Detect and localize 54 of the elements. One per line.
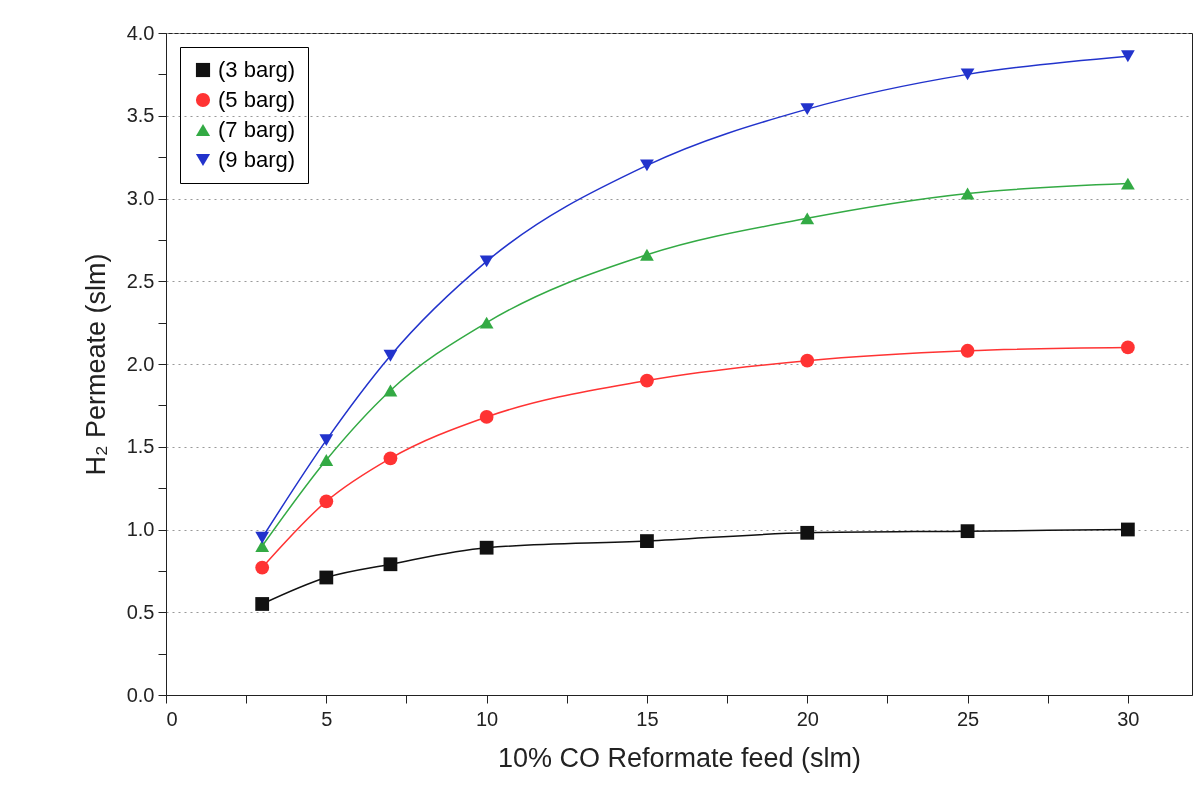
legend-label: (3 barg) xyxy=(218,57,296,82)
point xyxy=(640,159,654,172)
point xyxy=(319,434,334,447)
point xyxy=(255,560,270,575)
point xyxy=(255,597,270,611)
x-tick-label: 10 xyxy=(476,707,499,730)
y-tick-label: 0.0 xyxy=(126,683,155,706)
point xyxy=(640,373,654,388)
y-tick-label: 4.0 xyxy=(126,21,155,44)
point xyxy=(960,524,975,539)
x-tick-label: 0 xyxy=(166,707,178,730)
x-axis-title: 10% CO Reformate feed (slm) xyxy=(497,742,862,773)
x-tick-label: 15 xyxy=(636,707,659,730)
point xyxy=(1120,177,1135,190)
point xyxy=(479,255,494,268)
y-tick-label: 1.0 xyxy=(126,518,155,540)
x-tick-label: 20 xyxy=(796,707,819,730)
legend-label: (9 barg) xyxy=(218,147,296,172)
point xyxy=(319,454,334,466)
point xyxy=(800,212,815,225)
point xyxy=(1120,340,1135,355)
point xyxy=(800,525,815,540)
x-tick-label: 25 xyxy=(956,707,980,730)
point xyxy=(640,534,654,548)
point xyxy=(383,557,398,572)
y-tick-label: 2.5 xyxy=(126,269,155,292)
y-tick-label: 0.5 xyxy=(126,600,155,623)
point xyxy=(383,451,398,466)
point xyxy=(479,540,494,555)
point xyxy=(800,103,815,116)
point xyxy=(255,540,270,553)
point xyxy=(383,384,398,397)
x-tick-label: 30 xyxy=(1117,707,1140,730)
point xyxy=(383,349,398,362)
point xyxy=(960,68,975,81)
y-tick-label: 3.5 xyxy=(126,104,155,127)
legend-label: (7 barg) xyxy=(218,117,296,142)
y-axis-title: H₂ Permeate (slm) xyxy=(80,253,111,476)
point xyxy=(800,353,815,368)
point xyxy=(319,570,334,585)
y-tick-label: 2.0 xyxy=(126,352,155,375)
x-tick-label: 5 xyxy=(321,707,333,730)
point xyxy=(255,531,270,544)
y-tick-label: 1.5 xyxy=(126,435,155,458)
point xyxy=(1120,50,1135,63)
point xyxy=(960,343,975,358)
point xyxy=(1120,522,1135,537)
point xyxy=(479,410,494,424)
point xyxy=(640,248,654,261)
point xyxy=(319,494,334,509)
legend-label: (5 barg) xyxy=(218,87,296,112)
y-tick-label: 3.0 xyxy=(126,187,155,209)
point xyxy=(479,316,494,329)
point xyxy=(960,187,975,200)
